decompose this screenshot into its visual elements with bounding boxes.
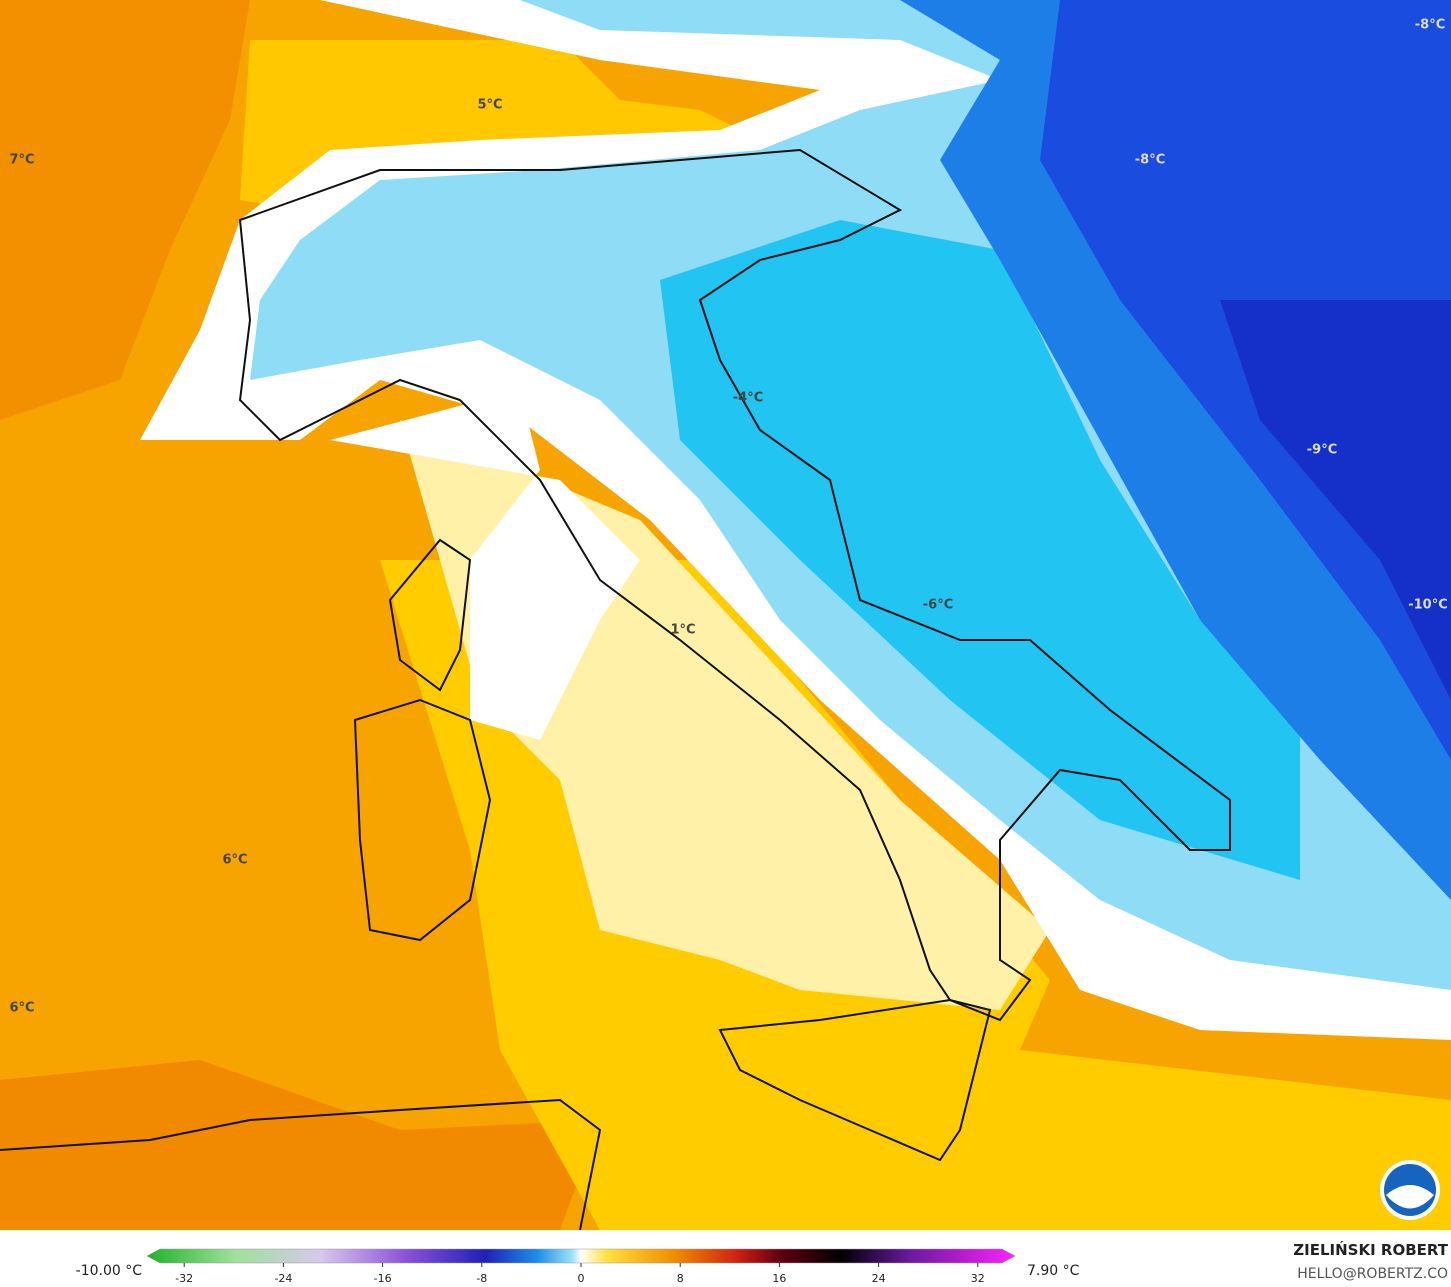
tick-label: -32 bbox=[175, 1272, 193, 1285]
credit-name: ZIELIŃSKI ROBERT bbox=[1293, 1240, 1448, 1259]
very-cold-area bbox=[1220, 300, 1451, 700]
tick-label: 8 bbox=[677, 1272, 684, 1285]
tick-label: 32 bbox=[971, 1272, 985, 1285]
warm-area bbox=[0, 1060, 600, 1230]
legend-min: -10.00 °C bbox=[76, 1263, 143, 1279]
tick-label: -8 bbox=[476, 1272, 487, 1285]
very-cold-area bbox=[1040, 0, 1451, 760]
white-area bbox=[330, 390, 640, 740]
noaa-logo bbox=[1380, 1160, 1440, 1220]
legend: -10.00 °C 7.90 °C ZIELIŃSKI ROBERT HELLO… bbox=[76, 1240, 1449, 1285]
coastline bbox=[0, 1098, 602, 1231]
tick-label: -24 bbox=[274, 1272, 292, 1285]
temp-label: 1°C bbox=[670, 623, 695, 638]
temp-label: -4°C bbox=[733, 391, 763, 406]
cold-area bbox=[660, 220, 1300, 880]
tick-label: 16 bbox=[772, 1272, 786, 1285]
temp-label: -10°C bbox=[1408, 598, 1448, 613]
coastline bbox=[353, 698, 492, 942]
colorbar bbox=[146, 1248, 1016, 1264]
temp-label: -6°C bbox=[923, 598, 953, 613]
coastline bbox=[238, 148, 1231, 1022]
temp-label: 6°C bbox=[222, 853, 247, 868]
tick-label: -16 bbox=[374, 1272, 392, 1285]
map: 5°C 7°C -8°C -8°C -4°C -9°C -6°C 1°C -10… bbox=[0, 0, 1451, 1231]
temp-label: -8°C bbox=[1415, 18, 1445, 33]
credit-email: HELLO@ROBERTZ.CO bbox=[1297, 1266, 1448, 1282]
warm-area bbox=[0, 0, 250, 420]
temp-label: 6°C bbox=[9, 1001, 34, 1016]
coastline bbox=[718, 998, 992, 1162]
temp-label: 5°C bbox=[477, 98, 502, 113]
tick-label: 24 bbox=[872, 1272, 886, 1285]
legend-max: 7.90 °C bbox=[1027, 1263, 1080, 1279]
coastline bbox=[388, 538, 472, 692]
temp-label: 7°C bbox=[9, 153, 34, 168]
tick-label: 0 bbox=[578, 1272, 585, 1285]
temp-label: -8°C bbox=[1135, 153, 1165, 168]
temp-label: -9°C bbox=[1307, 443, 1337, 458]
